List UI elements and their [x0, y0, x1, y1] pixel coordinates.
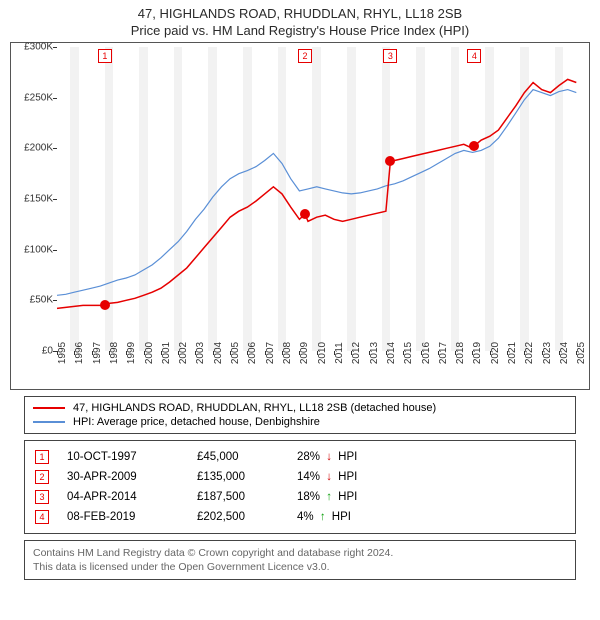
- event-pct: 28% ↓ HPI: [297, 451, 357, 463]
- event-pct: 18% ↑ HPI: [297, 491, 357, 503]
- x-axis-label: 2004: [213, 342, 224, 364]
- event-dot-1: [100, 300, 110, 310]
- event-row: 2 30-APR-2009£135,00014% ↓ HPI: [35, 467, 565, 487]
- x-axis-label: 2005: [230, 342, 241, 364]
- event-date: 08-FEB-2019: [67, 511, 197, 523]
- event-price: £202,500: [197, 511, 297, 523]
- legend-row: 47, HIGHLANDS ROAD, RHUDDLAN, RHYL, LL18…: [33, 401, 567, 415]
- event-dot-2: [300, 209, 310, 219]
- x-axis-label: 2007: [265, 342, 276, 364]
- x-axis-label: 2012: [351, 342, 362, 364]
- x-axis-label: 2003: [195, 342, 206, 364]
- event-pct: 4% ↑ HPI: [297, 511, 351, 523]
- legend-label: HPI: Average price, detached house, Denb…: [73, 416, 320, 428]
- x-axis-label: 2001: [161, 342, 172, 364]
- event-price: £187,500: [197, 491, 297, 503]
- x-axis-label: 2015: [403, 342, 414, 364]
- event-price: £45,000: [197, 451, 297, 463]
- event-date: 10-OCT-1997: [67, 451, 197, 463]
- x-axis-label: 2017: [438, 342, 449, 364]
- x-axis-label: 2002: [178, 342, 189, 364]
- x-axis-label: 2000: [144, 342, 155, 364]
- x-axis-label: 1997: [92, 342, 103, 364]
- x-axis-label: 2022: [524, 342, 535, 364]
- event-row: 1 10-OCT-1997£45,00028% ↓ HPI: [35, 447, 565, 467]
- event-dot-4: [469, 141, 479, 151]
- series-hpi: [57, 90, 576, 296]
- event-index: 4: [35, 510, 49, 524]
- legend: 47, HIGHLANDS ROAD, RHUDDLAN, RHYL, LL18…: [24, 396, 576, 434]
- events-table: 1 10-OCT-1997£45,00028% ↓ HPI 2 30-APR-2009…: [24, 440, 576, 534]
- event-marker-1: 1: [98, 49, 112, 63]
- event-dot-3: [385, 156, 395, 166]
- legend-swatch: [33, 407, 65, 409]
- event-marker-3: 3: [383, 49, 397, 63]
- x-axis-label: 2014: [386, 342, 397, 364]
- x-axis-label: 2009: [299, 342, 310, 364]
- x-axis-label: 2021: [507, 342, 518, 364]
- event-date: 04-APR-2014: [67, 491, 197, 503]
- title-subtitle: Price paid vs. HM Land Registry's House …: [10, 23, 590, 38]
- x-axis-label: 2018: [455, 342, 466, 364]
- event-date: 30-APR-2009: [67, 471, 197, 483]
- title-address: 47, HIGHLANDS ROAD, RHUDDLAN, RHYL, LL18…: [10, 6, 590, 21]
- legend-label: 47, HIGHLANDS ROAD, RHUDDLAN, RHYL, LL18…: [73, 402, 436, 414]
- x-axis-label: 2013: [369, 342, 380, 364]
- x-axis-label: 2016: [421, 342, 432, 364]
- chart-titles: 47, HIGHLANDS ROAD, RHUDDLAN, RHYL, LL18…: [0, 0, 600, 40]
- event-pct: 14% ↓ HPI: [297, 471, 357, 483]
- event-row: 4 08-FEB-2019£202,5004% ↑ HPI: [35, 507, 565, 527]
- chart: 1234 £0£50K£100K£150K£200K£250K£300K1995…: [10, 42, 590, 390]
- footer-line-2: This data is licensed under the Open Gov…: [33, 560, 567, 574]
- x-axis-label: 2006: [247, 342, 258, 364]
- x-axis-label: 1998: [109, 342, 120, 364]
- x-axis-label: 2023: [542, 342, 553, 364]
- x-axis-label: 2024: [559, 342, 570, 364]
- x-axis-label: 1996: [74, 342, 85, 364]
- legend-row: HPI: Average price, detached house, Denb…: [33, 415, 567, 429]
- footer-line-1: Contains HM Land Registry data © Crown c…: [33, 546, 567, 560]
- x-axis-label: 1995: [57, 342, 68, 364]
- x-axis-label: 2011: [334, 342, 345, 364]
- x-axis-label: 1999: [126, 342, 137, 364]
- event-index: 1: [35, 450, 49, 464]
- x-axis-label: 2008: [282, 342, 293, 364]
- event-index: 3: [35, 490, 49, 504]
- legend-swatch: [33, 421, 65, 423]
- event-marker-4: 4: [467, 49, 481, 63]
- series-property: [57, 79, 576, 308]
- event-price: £135,000: [197, 471, 297, 483]
- event-index: 2: [35, 470, 49, 484]
- event-marker-2: 2: [298, 49, 312, 63]
- x-axis-label: 2020: [490, 342, 501, 364]
- footer-attribution: Contains HM Land Registry data © Crown c…: [24, 540, 576, 580]
- chart-lines: [57, 47, 585, 351]
- event-row: 3 04-APR-2014£187,50018% ↑ HPI: [35, 487, 565, 507]
- x-axis-label: 2019: [472, 342, 483, 364]
- x-axis-label: 2025: [576, 342, 587, 364]
- x-axis-label: 2010: [317, 342, 328, 364]
